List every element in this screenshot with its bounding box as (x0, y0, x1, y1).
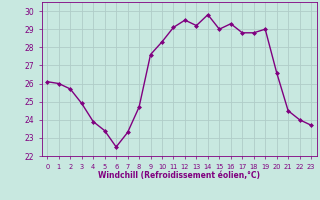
X-axis label: Windchill (Refroidissement éolien,°C): Windchill (Refroidissement éolien,°C) (98, 171, 260, 180)
